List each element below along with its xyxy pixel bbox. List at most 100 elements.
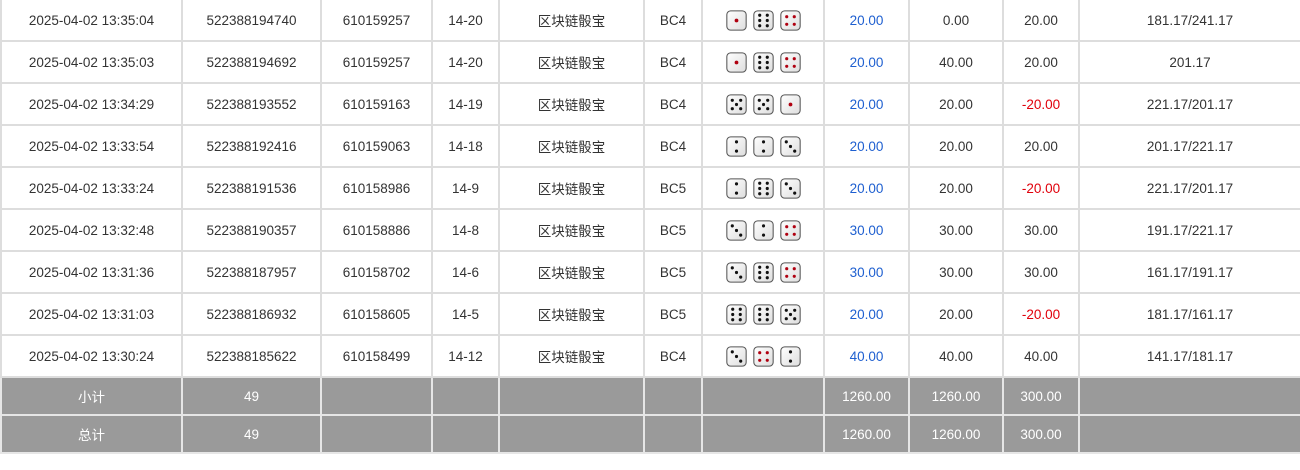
period-cell: 14-6 [431, 250, 500, 294]
issue-cell: 610158605 [320, 292, 433, 336]
die-6-icon [725, 303, 747, 325]
dice-result-cell [701, 124, 825, 168]
win-cell: 30.00 [1002, 250, 1080, 294]
balance-cell: 221.17/201.17 [1078, 166, 1300, 210]
table-cell: BC5 [643, 166, 703, 210]
game-cell: 区块链骰宝 [498, 334, 645, 378]
win-cell: 40.00 [1002, 334, 1080, 378]
valid-bet-cell: 0.00 [908, 0, 1004, 42]
valid-bet-cell: 20.00 [908, 82, 1004, 126]
dice-result-cell [701, 82, 825, 126]
table-cell: BC5 [643, 250, 703, 294]
total-bet: 1260.00 [823, 414, 910, 454]
game-cell: 区块链骰宝 [498, 82, 645, 126]
period-cell: 14-20 [431, 0, 500, 42]
table-row: 2025-04-02 13:30:24 522388185622 610158499… [0, 334, 1300, 378]
dice-result-cell [701, 250, 825, 294]
die-3-icon [725, 219, 747, 241]
die-5-icon [779, 303, 801, 325]
time-cell: 2025-04-02 13:32:48 [0, 208, 183, 252]
issue-cell: 610158499 [320, 334, 433, 378]
period-cell: 14-20 [431, 40, 500, 84]
order-id-cell: 522388187957 [181, 250, 322, 294]
table-row: 2025-04-02 13:31:36 522388187957 610158702… [0, 250, 1300, 294]
bet-cell: 30.00 [823, 208, 910, 252]
game-cell: 区块链骰宝 [498, 40, 645, 84]
die-2-icon [725, 135, 747, 157]
win-cell: -20.00 [1002, 82, 1080, 126]
valid-bet-cell: 20.00 [908, 166, 1004, 210]
bet-cell: 20.00 [823, 124, 910, 168]
bet-cell: 30.00 [823, 250, 910, 294]
time-cell: 2025-04-02 13:31:36 [0, 250, 183, 294]
table-row: 2025-04-02 13:33:54 522388192416 610159063… [0, 124, 1300, 168]
order-id-cell: 522388185622 [181, 334, 322, 378]
balance-cell: 181.17/241.17 [1078, 0, 1300, 42]
subtotal-valid: 1260.00 [908, 376, 1004, 416]
dice-result-cell [701, 334, 825, 378]
win-cell: 20.00 [1002, 124, 1080, 168]
die-2-icon [752, 135, 774, 157]
die-4-icon [779, 219, 801, 241]
die-2-icon [752, 219, 774, 241]
die-2-icon [725, 177, 747, 199]
order-id-cell: 522388194692 [181, 40, 322, 84]
die-4-icon [779, 9, 801, 31]
issue-cell: 610158886 [320, 208, 433, 252]
win-cell: -20.00 [1002, 292, 1080, 336]
bet-cell: 20.00 [823, 166, 910, 210]
period-cell: 14-18 [431, 124, 500, 168]
die-6-icon [752, 51, 774, 73]
dice-result-cell [701, 166, 825, 210]
die-4-icon [752, 345, 774, 367]
total-count: 49 [181, 414, 322, 454]
valid-bet-cell: 40.00 [908, 334, 1004, 378]
subtotal-win: 300.00 [1002, 376, 1080, 416]
game-cell: 区块链骰宝 [498, 250, 645, 294]
die-4-icon [779, 261, 801, 283]
win-cell: -20.00 [1002, 166, 1080, 210]
balance-cell: 181.17/161.17 [1078, 292, 1300, 336]
dice-result-cell [701, 0, 825, 42]
table-cell: BC5 [643, 292, 703, 336]
order-id-cell: 522388192416 [181, 124, 322, 168]
time-cell: 2025-04-02 13:33:24 [0, 166, 183, 210]
valid-bet-cell: 30.00 [908, 250, 1004, 294]
issue-cell: 610158986 [320, 166, 433, 210]
die-5-icon [725, 93, 747, 115]
table-row: 2025-04-02 13:34:29 522388193552 610159163… [0, 82, 1300, 126]
die-3-icon [725, 261, 747, 283]
order-id-cell: 522388190357 [181, 208, 322, 252]
period-cell: 14-5 [431, 292, 500, 336]
issue-cell: 610159163 [320, 82, 433, 126]
balance-cell: 201.17 [1078, 40, 1300, 84]
table-row: 2025-04-02 13:33:24 522388191536 610158986… [0, 166, 1300, 210]
die-1-icon [725, 9, 747, 31]
win-cell: 30.00 [1002, 208, 1080, 252]
win-cell: 20.00 [1002, 40, 1080, 84]
table-cell: BC4 [643, 334, 703, 378]
balance-cell: 221.17/201.17 [1078, 82, 1300, 126]
die-1-icon [725, 51, 747, 73]
die-2-icon [779, 345, 801, 367]
issue-cell: 610158702 [320, 250, 433, 294]
table-row: 2025-04-02 13:31:03 522388186932 610158605… [0, 292, 1300, 336]
time-cell: 2025-04-02 13:34:29 [0, 82, 183, 126]
subtotal-bet: 1260.00 [823, 376, 910, 416]
die-4-icon [779, 51, 801, 73]
balance-cell: 161.17/191.17 [1078, 250, 1300, 294]
game-cell: 区块链骰宝 [498, 292, 645, 336]
table-row: 2025-04-02 13:35:03 522388194692 610159257… [0, 40, 1300, 84]
valid-bet-cell: 40.00 [908, 40, 1004, 84]
table-cell: BC4 [643, 82, 703, 126]
game-cell: 区块链骰宝 [498, 124, 645, 168]
table-cell: BC5 [643, 208, 703, 252]
die-1-icon [779, 93, 801, 115]
balance-cell: 191.17/221.17 [1078, 208, 1300, 252]
table-cell: BC4 [643, 124, 703, 168]
subtotal-count: 49 [181, 376, 322, 416]
game-cell: 区块链骰宝 [498, 166, 645, 210]
period-cell: 14-12 [431, 334, 500, 378]
table-cell: BC4 [643, 0, 703, 42]
time-cell: 2025-04-02 13:31:03 [0, 292, 183, 336]
